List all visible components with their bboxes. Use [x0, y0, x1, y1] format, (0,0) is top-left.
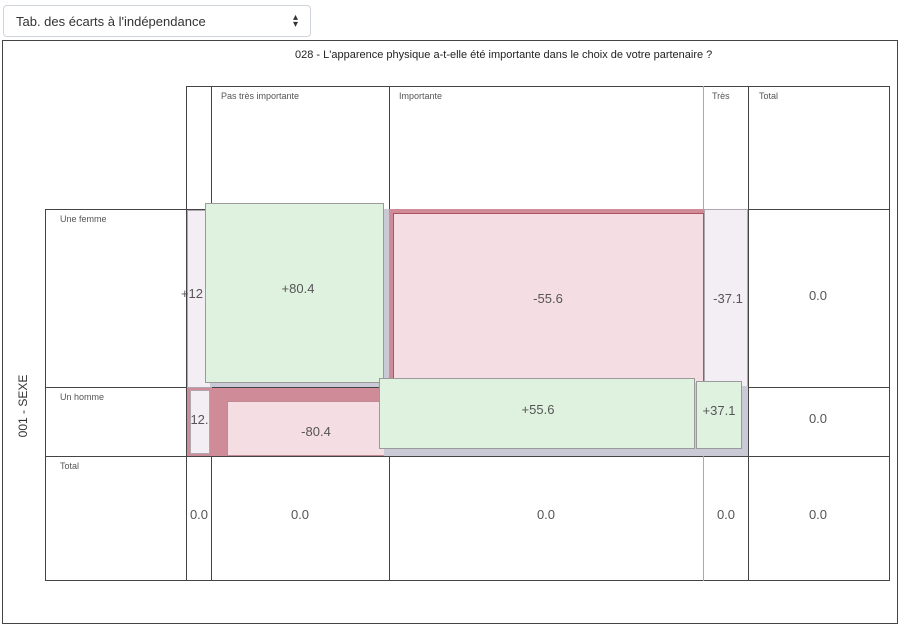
table-title: 028 - L'apparence physique a-t-elle été …	[295, 49, 713, 61]
cell-value: 12.	[190, 412, 209, 427]
grid-line	[45, 456, 890, 457]
cell-value: 0.0	[716, 507, 736, 522]
cell-positive	[205, 203, 384, 383]
grid-line	[186, 86, 187, 581]
row-header: Un homme	[60, 392, 105, 402]
cell-negative	[393, 213, 704, 385]
cell-value: -80.4	[301, 424, 331, 439]
grid-line	[45, 209, 46, 581]
column-header: Pas très importante	[221, 91, 300, 101]
grid-line	[748, 86, 749, 581]
column-header: Importante	[399, 91, 443, 101]
cell-value: -55.6	[533, 291, 563, 306]
row-variable-label: 001 - SEXE	[16, 374, 30, 438]
row-header: Total	[60, 461, 80, 471]
table-type-select-value: Tab. des écarts à l'indépendance	[16, 13, 206, 29]
cell-positive	[379, 378, 695, 449]
cell-value: +12	[180, 286, 204, 301]
column-header: Très	[712, 91, 730, 101]
cell-value: 0.0	[808, 288, 828, 303]
cell-value: +55.6	[521, 402, 555, 417]
grid-line	[186, 86, 890, 87]
row-header: Une femme	[60, 214, 107, 224]
cell-value: +37.1	[702, 403, 736, 418]
cell-negative	[190, 390, 210, 454]
grid-line	[45, 580, 890, 581]
cell-value: 0.0	[189, 507, 209, 522]
cell-positive	[696, 381, 742, 449]
table-type-select[interactable]: Tab. des écarts à l'indépendance ▴ ▾	[3, 5, 311, 37]
cell-value: +80.4	[281, 281, 315, 296]
cell-value: 0.0	[808, 507, 828, 522]
cell-negative	[704, 209, 748, 387]
column-header: Total	[759, 91, 779, 101]
cell-value: -37.1	[713, 291, 743, 306]
cell-value: 0.0	[808, 411, 828, 426]
grid-line	[889, 86, 890, 581]
cell-value: 0.0	[536, 507, 556, 522]
up-down-caret-icon: ▴ ▾	[292, 12, 298, 30]
cell-value: 0.0	[290, 507, 310, 522]
chart-frame: 028 - L'apparence physique a-t-elle été …	[2, 40, 898, 624]
